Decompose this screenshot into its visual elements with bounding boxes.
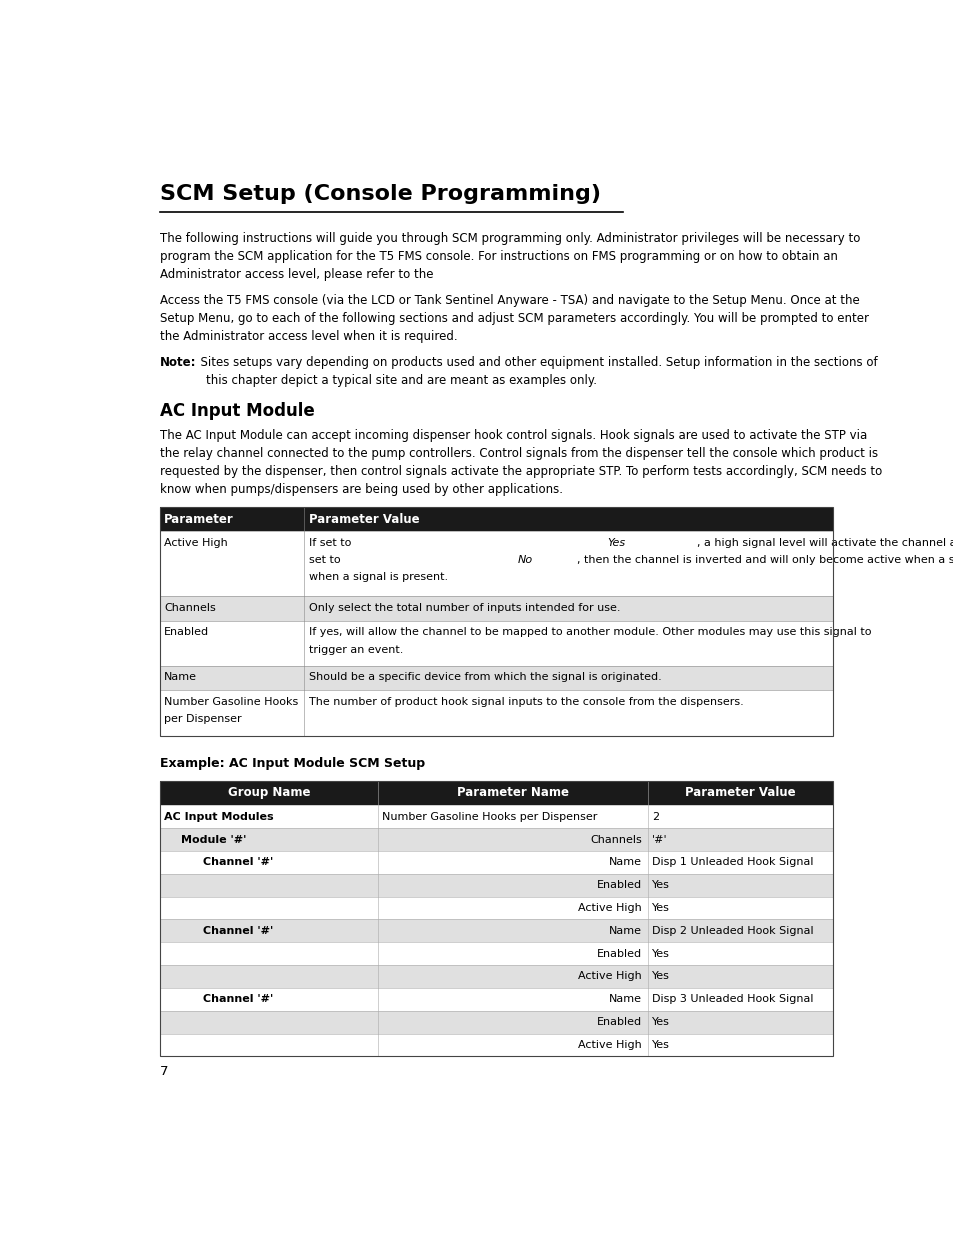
Text: Module '#': Module '#': [180, 835, 246, 845]
FancyBboxPatch shape: [160, 965, 832, 988]
FancyBboxPatch shape: [160, 597, 832, 621]
Text: Enabled: Enabled: [164, 627, 210, 637]
Text: Yes: Yes: [652, 948, 670, 958]
Text: Active High: Active High: [578, 972, 641, 982]
Text: Number Gasoline Hooks: Number Gasoline Hooks: [164, 697, 298, 706]
Text: Only select the total number of inputs intended for use.: Only select the total number of inputs i…: [308, 603, 619, 613]
Text: set to: set to: [308, 556, 343, 566]
Text: Disp 2 Unleaded Hook Signal: Disp 2 Unleaded Hook Signal: [652, 926, 813, 936]
Text: If set to: If set to: [308, 538, 354, 548]
Text: , a high signal level will activate the channel and a low signal will deactivate: , a high signal level will activate the …: [696, 538, 953, 548]
Text: Should be a specific device from which the signal is originated.: Should be a specific device from which t…: [308, 672, 660, 682]
Text: per Dispenser: per Dispenser: [164, 714, 242, 724]
Text: The AC Input Module can accept incoming dispenser hook control signals. Hook sig: The AC Input Module can accept incoming …: [160, 429, 866, 442]
Text: Yes: Yes: [652, 1040, 670, 1050]
FancyBboxPatch shape: [160, 506, 832, 531]
Text: Parameter Value: Parameter Value: [684, 787, 795, 799]
Text: Access the T5 FMS console (via the LCD or Tank Sentinel Anyware - TSA) and navig: Access the T5 FMS console (via the LCD o…: [160, 294, 859, 306]
FancyBboxPatch shape: [160, 666, 832, 690]
Text: No: No: [517, 556, 532, 566]
Text: Enabled: Enabled: [597, 881, 641, 890]
Text: Channels: Channels: [590, 835, 641, 845]
Text: Group Name: Group Name: [228, 787, 310, 799]
FancyBboxPatch shape: [160, 531, 832, 597]
Text: requested by the dispenser, then control signals activate the appropriate STP. T: requested by the dispenser, then control…: [160, 464, 882, 478]
Text: Parameter Value: Parameter Value: [308, 513, 418, 526]
FancyBboxPatch shape: [160, 781, 832, 805]
FancyBboxPatch shape: [160, 829, 832, 851]
Text: Channel '#': Channel '#': [203, 857, 273, 867]
Text: the Administrator access level when it is required.: the Administrator access level when it i…: [160, 330, 457, 343]
FancyBboxPatch shape: [160, 874, 832, 897]
FancyBboxPatch shape: [160, 621, 832, 666]
Text: Parameter: Parameter: [164, 513, 233, 526]
Text: Channel '#': Channel '#': [203, 994, 273, 1004]
Text: Name: Name: [608, 994, 641, 1004]
Text: Administrator access level, please refer to the: Administrator access level, please refer…: [160, 268, 436, 282]
Text: Number Gasoline Hooks per Dispenser: Number Gasoline Hooks per Dispenser: [382, 811, 598, 821]
Text: this chapter depict a typical site and are meant as examples only.: this chapter depict a typical site and a…: [206, 373, 597, 387]
Text: The number of product hook signal inputs to the console from the dispensers.: The number of product hook signal inputs…: [308, 697, 742, 706]
Text: Enabled: Enabled: [597, 948, 641, 958]
Text: Example: AC Input Module SCM Setup: Example: AC Input Module SCM Setup: [160, 757, 425, 769]
Text: AC Input Module: AC Input Module: [160, 403, 314, 420]
Text: 2: 2: [652, 811, 659, 821]
Text: Setup Menu, go to each of the following sections and adjust SCM parameters accor: Setup Menu, go to each of the following …: [160, 311, 868, 325]
FancyBboxPatch shape: [160, 988, 832, 1010]
Text: program the SCM application for the T5 FMS console. For instructions on FMS prog: program the SCM application for the T5 F…: [160, 249, 837, 263]
FancyBboxPatch shape: [160, 1010, 832, 1034]
Text: Enabled: Enabled: [597, 1018, 641, 1028]
Text: trigger an event.: trigger an event.: [308, 645, 402, 655]
Text: Disp 1 Unleaded Hook Signal: Disp 1 Unleaded Hook Signal: [652, 857, 813, 867]
Text: Channel '#': Channel '#': [203, 926, 273, 936]
Text: Parameter Name: Parameter Name: [456, 787, 568, 799]
Text: know when pumps/dispensers are being used by other applications.: know when pumps/dispensers are being use…: [160, 483, 562, 496]
Text: Yes: Yes: [652, 972, 670, 982]
Text: SCM Setup (Console Programming): SCM Setup (Console Programming): [160, 184, 600, 204]
Text: Yes: Yes: [606, 538, 624, 548]
FancyBboxPatch shape: [160, 897, 832, 919]
FancyBboxPatch shape: [160, 805, 832, 829]
Text: Name: Name: [608, 857, 641, 867]
Text: Active High: Active High: [578, 1040, 641, 1050]
Text: Yes: Yes: [652, 881, 670, 890]
Text: Yes: Yes: [652, 903, 670, 913]
Text: Active High: Active High: [578, 903, 641, 913]
Text: Sites setups vary depending on products used and other equipment installed. Setu: Sites setups vary depending on products …: [193, 356, 877, 368]
Text: '#': '#': [652, 835, 667, 845]
Text: Note:: Note:: [160, 356, 196, 368]
FancyBboxPatch shape: [160, 1034, 832, 1056]
FancyBboxPatch shape: [160, 851, 832, 874]
Text: Active High: Active High: [164, 538, 228, 548]
Text: If yes, will allow the channel to be mapped to another module. Other modules may: If yes, will allow the channel to be map…: [308, 627, 870, 637]
Text: Name: Name: [164, 672, 197, 682]
FancyBboxPatch shape: [160, 690, 832, 736]
Text: , then the channel is inverted and will only become active when a signal is abse: , then the channel is inverted and will …: [577, 556, 953, 566]
FancyBboxPatch shape: [160, 919, 832, 942]
Text: Name: Name: [608, 926, 641, 936]
Text: Yes: Yes: [652, 1018, 670, 1028]
Text: AC Input Modules: AC Input Modules: [164, 811, 274, 821]
Text: when a signal is present.: when a signal is present.: [308, 572, 447, 583]
Text: The following instructions will guide you through SCM programming only. Administ: The following instructions will guide yo…: [160, 232, 860, 245]
FancyBboxPatch shape: [160, 942, 832, 965]
Text: the relay channel connected to the pump controllers. Control signals from the di: the relay channel connected to the pump …: [160, 447, 877, 459]
Text: 7: 7: [160, 1066, 169, 1078]
Text: Disp 3 Unleaded Hook Signal: Disp 3 Unleaded Hook Signal: [652, 994, 813, 1004]
Text: Channels: Channels: [164, 603, 216, 613]
